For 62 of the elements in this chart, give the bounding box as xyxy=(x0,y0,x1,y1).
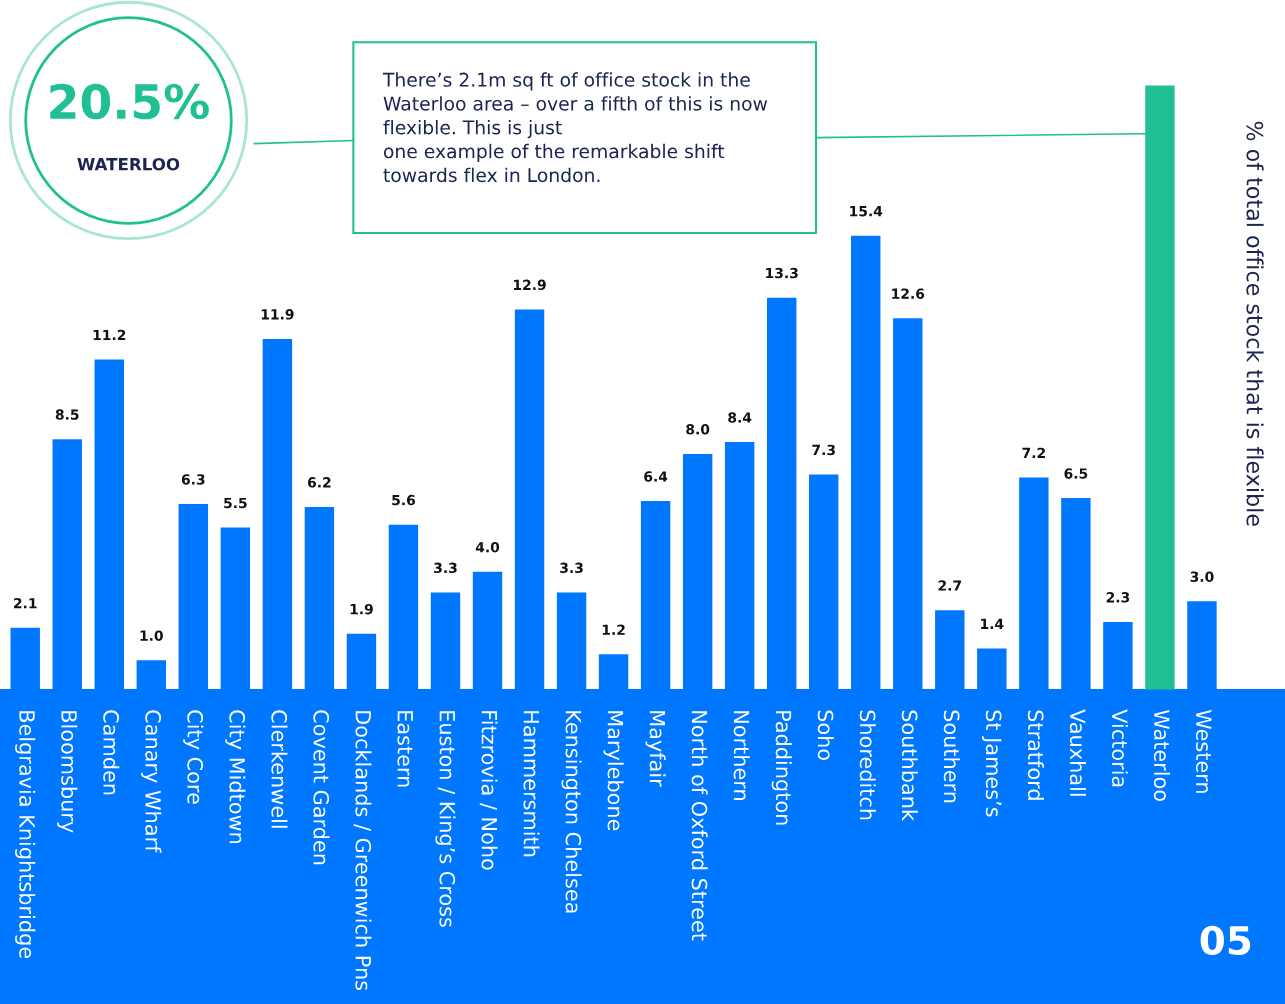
data-label: 11.9 xyxy=(261,309,294,320)
data-label: 6.2 xyxy=(307,477,331,488)
text: 05 xyxy=(1200,925,1251,956)
data-label: 15.4 xyxy=(850,206,883,217)
x-tick-label: St James’s xyxy=(981,710,1002,817)
data-label: 11.2 xyxy=(93,329,126,341)
x-tick-label: Kensington Chelsea xyxy=(561,711,582,913)
x-tick-label: Western xyxy=(1195,709,1212,793)
x-tick-label: Hammersmith xyxy=(523,711,540,857)
x-tick-label: Euston / King’s Cross xyxy=(435,711,456,927)
x-tick-label: Marylebone xyxy=(603,711,624,831)
x-tick-label: Southbank xyxy=(901,710,918,821)
x-tick-label: Clerkenwell xyxy=(271,710,288,828)
data-label: 6.3 xyxy=(181,474,205,485)
x-tick-label: Vauxhall xyxy=(1069,709,1086,796)
x-tick-label: Victoria xyxy=(1111,709,1128,787)
y-axis-title: % of total office stock that is flexible xyxy=(1246,121,1264,526)
data-label: 4.0 xyxy=(475,541,500,553)
data-label: 12.6 xyxy=(892,288,925,299)
x-tick-label: City Midtown xyxy=(225,710,246,844)
data-label: 5.6 xyxy=(392,494,416,506)
data-label: 8.4 xyxy=(728,412,752,423)
x-tick-label: Southern xyxy=(943,710,960,803)
x-tick-label: Camden xyxy=(103,710,120,795)
x-tick-label: Waterloo xyxy=(1153,709,1171,801)
data-label: 6.4 xyxy=(644,471,668,482)
data-label: 7.3 xyxy=(812,444,835,456)
x-tick-label: Mayfair xyxy=(645,711,666,787)
annotation: WATERLOO xyxy=(77,157,180,171)
data-label: 1.4 xyxy=(981,618,1004,629)
data-label: 12.9 xyxy=(513,279,546,291)
x-tick-label: Bloomsbury xyxy=(57,711,78,833)
data-label: 7.2 xyxy=(1022,447,1045,458)
data-label: 8.0 xyxy=(686,424,710,435)
x-tick-label: Fitzrovia / Noho xyxy=(479,711,498,870)
x-tick-label: North of Oxford Street xyxy=(691,711,708,941)
x-tick-label: Shoreditch xyxy=(859,710,876,820)
x-tick-label: Canary Wharf xyxy=(141,710,162,853)
data-label: 3.0 xyxy=(1190,571,1214,582)
data-label: 2.1 xyxy=(14,597,37,609)
data-label: 13.3 xyxy=(766,267,798,279)
data-label: 1.2 xyxy=(602,624,625,635)
x-tick-label: Soho xyxy=(817,710,834,760)
x-tick-label: Eastern xyxy=(397,711,413,787)
data-label: 2.3 xyxy=(1106,592,1130,603)
data-label: 2.7 xyxy=(938,580,961,591)
annotation: 20.5% xyxy=(50,83,209,120)
data-label: 1.0 xyxy=(140,630,163,641)
x-tick-label: Stratford xyxy=(1027,710,1044,800)
annotation: There’s 2.1m sq ft of office stock in the Waterloo area – over a fifth of this is now flexible. This is just one example of the remarkable shift towards flex in London. xyxy=(382,72,768,183)
data-label: 6.5 xyxy=(1064,468,1088,479)
data-label: 5.5 xyxy=(224,497,247,509)
x-tick-label: Northern xyxy=(733,711,750,800)
data-label: 1.9 xyxy=(350,603,373,615)
data-label: 3.3 xyxy=(434,562,457,574)
x-tick-label: Docklands / Greenwich Pns xyxy=(353,711,372,991)
x-tick-label: Belgravia Knightsbridge xyxy=(15,711,36,958)
x-tick-label: City Core xyxy=(183,710,204,804)
data-label: 3.3 xyxy=(560,562,583,574)
x-tick-label: Paddington xyxy=(771,711,792,825)
x-tick-label: Covent Garden xyxy=(313,710,330,865)
data-label: 8.5 xyxy=(55,409,79,420)
